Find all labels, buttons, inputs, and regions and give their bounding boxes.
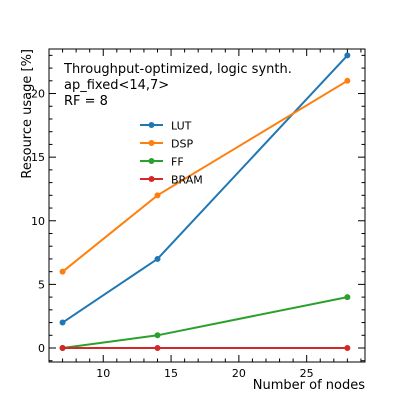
data-point-bram [154,345,161,352]
x-tick-label: 10 [96,367,110,380]
legend-label-bram: BRAM [171,174,203,187]
y-tick-label: 20 [31,88,45,101]
y-tick-label: 0 [38,342,45,355]
annotation-line-3: RF = 8 [64,94,108,109]
data-point-lut [59,319,66,326]
legend-marker-bram [148,176,155,182]
annotation-line-2: ap_fixed<14,7> [64,78,169,93]
legend-marker-lut [148,122,155,128]
data-point-lut [344,52,351,59]
series-line-dsp [61,79,348,273]
data-point-lut [154,255,161,262]
data-point-dsp [154,192,161,199]
legend-label-dsp: DSP [171,138,193,151]
legend-label-lut: LUT [171,120,192,133]
y-tick-label: 15 [31,151,45,164]
x-tick-label: 20 [232,367,246,380]
y-tick-label: 5 [38,278,45,291]
y-axis-label: Resource usage [%] [20,49,35,179]
legend-marker-dsp [148,140,155,146]
plot-frame [48,48,366,363]
data-point-bram [59,345,66,352]
y-tick-label: 10 [31,215,45,228]
annotation-line-1: Throughput-optimized, logic synth. [63,62,292,77]
data-point-dsp [344,77,351,84]
x-tick-label: 25 [300,367,314,380]
legend-label-ff: FF [171,156,184,169]
data-point-ff [344,294,351,301]
data-point-dsp [59,268,66,275]
legend-marker-ff [148,158,155,164]
x-tick-label: 15 [164,367,178,380]
data-point-bram [344,345,351,352]
x-axis-label: Number of nodes [253,378,365,393]
series-line-ff [62,296,348,349]
data-point-ff [154,332,161,339]
legend: LUT DSP FF BRAM [140,120,203,187]
